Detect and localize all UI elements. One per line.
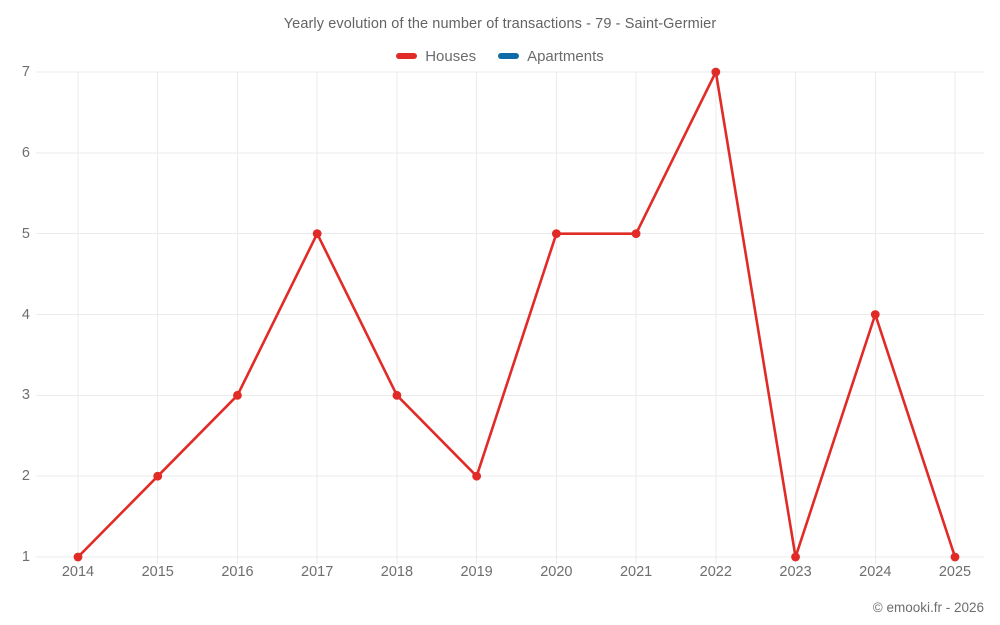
legend-item-apartments[interactable]: Apartments: [498, 48, 604, 65]
data-point-marker[interactable]: [392, 390, 402, 400]
x-axis-tick-label: 2016: [221, 564, 254, 580]
x-axis-tick-label: 2020: [540, 564, 573, 580]
y-axis-tick-label: 1: [21, 548, 30, 565]
x-axis-tick-label: 2022: [699, 564, 732, 580]
chart-plot-svg: [36, 67, 984, 564]
legend-swatch-apartments: [498, 53, 520, 59]
data-point-marker[interactable]: [950, 552, 960, 562]
x-axis-tick-label: 2015: [141, 564, 174, 580]
x-axis-tick-label: 2024: [859, 564, 892, 580]
x-axis-tick-label: 2019: [460, 564, 493, 580]
data-point-marker[interactable]: [870, 310, 880, 319]
legend-item-houses[interactable]: Houses: [396, 48, 476, 65]
x-axis-tick-label: 2021: [619, 564, 653, 580]
y-axis-tick-label: 5: [21, 225, 30, 242]
y-axis-tick-label: 3: [21, 387, 30, 404]
chart-legend: Houses Apartments: [0, 45, 1000, 67]
chart-title: Yearly evolution of the number of transa…: [283, 16, 717, 32]
legend-label-apartments: Apartments: [527, 47, 604, 65]
data-point-marker[interactable]: [73, 552, 83, 562]
data-point-marker[interactable]: [233, 390, 242, 400]
data-point-marker[interactable]: [312, 229, 322, 239]
x-axis-tick-label: 2018: [380, 564, 414, 580]
series-line-houses: [76, 70, 957, 559]
x-axis-tick-label: 2017: [301, 564, 334, 580]
data-point-marker[interactable]: [472, 471, 482, 481]
y-axis-labels: 1 2 3 4 5 6 7: [0, 65, 30, 564]
data-point-marker[interactable]: [551, 229, 561, 239]
y-axis-tick-label: 6: [21, 144, 30, 161]
data-point-marker[interactable]: [153, 471, 163, 481]
data-point-marker[interactable]: [631, 229, 641, 239]
x-axis-tick-label: 2023: [779, 564, 812, 580]
x-axis-tick-label: 2014: [61, 564, 95, 580]
x-axis-labels: 2014 2015 2016 2017 2018 2019 2020 2021 2022 2023…: [36, 564, 984, 586]
y-axis-tick-label: 7: [21, 63, 30, 80]
footer-credit: © emooki.fr - 2026: [872, 600, 984, 615]
data-point-marker[interactable]: [791, 552, 800, 562]
x-axis-tick-label: 2025: [938, 564, 972, 580]
y-axis-tick-label: 2: [21, 467, 30, 484]
plot-area: [36, 67, 984, 564]
legend-label-houses: Houses: [425, 47, 477, 65]
legend-swatch-houses: [396, 53, 418, 59]
data-point-marker[interactable]: [711, 67, 721, 77]
y-axis-tick-label: 4: [21, 306, 30, 323]
